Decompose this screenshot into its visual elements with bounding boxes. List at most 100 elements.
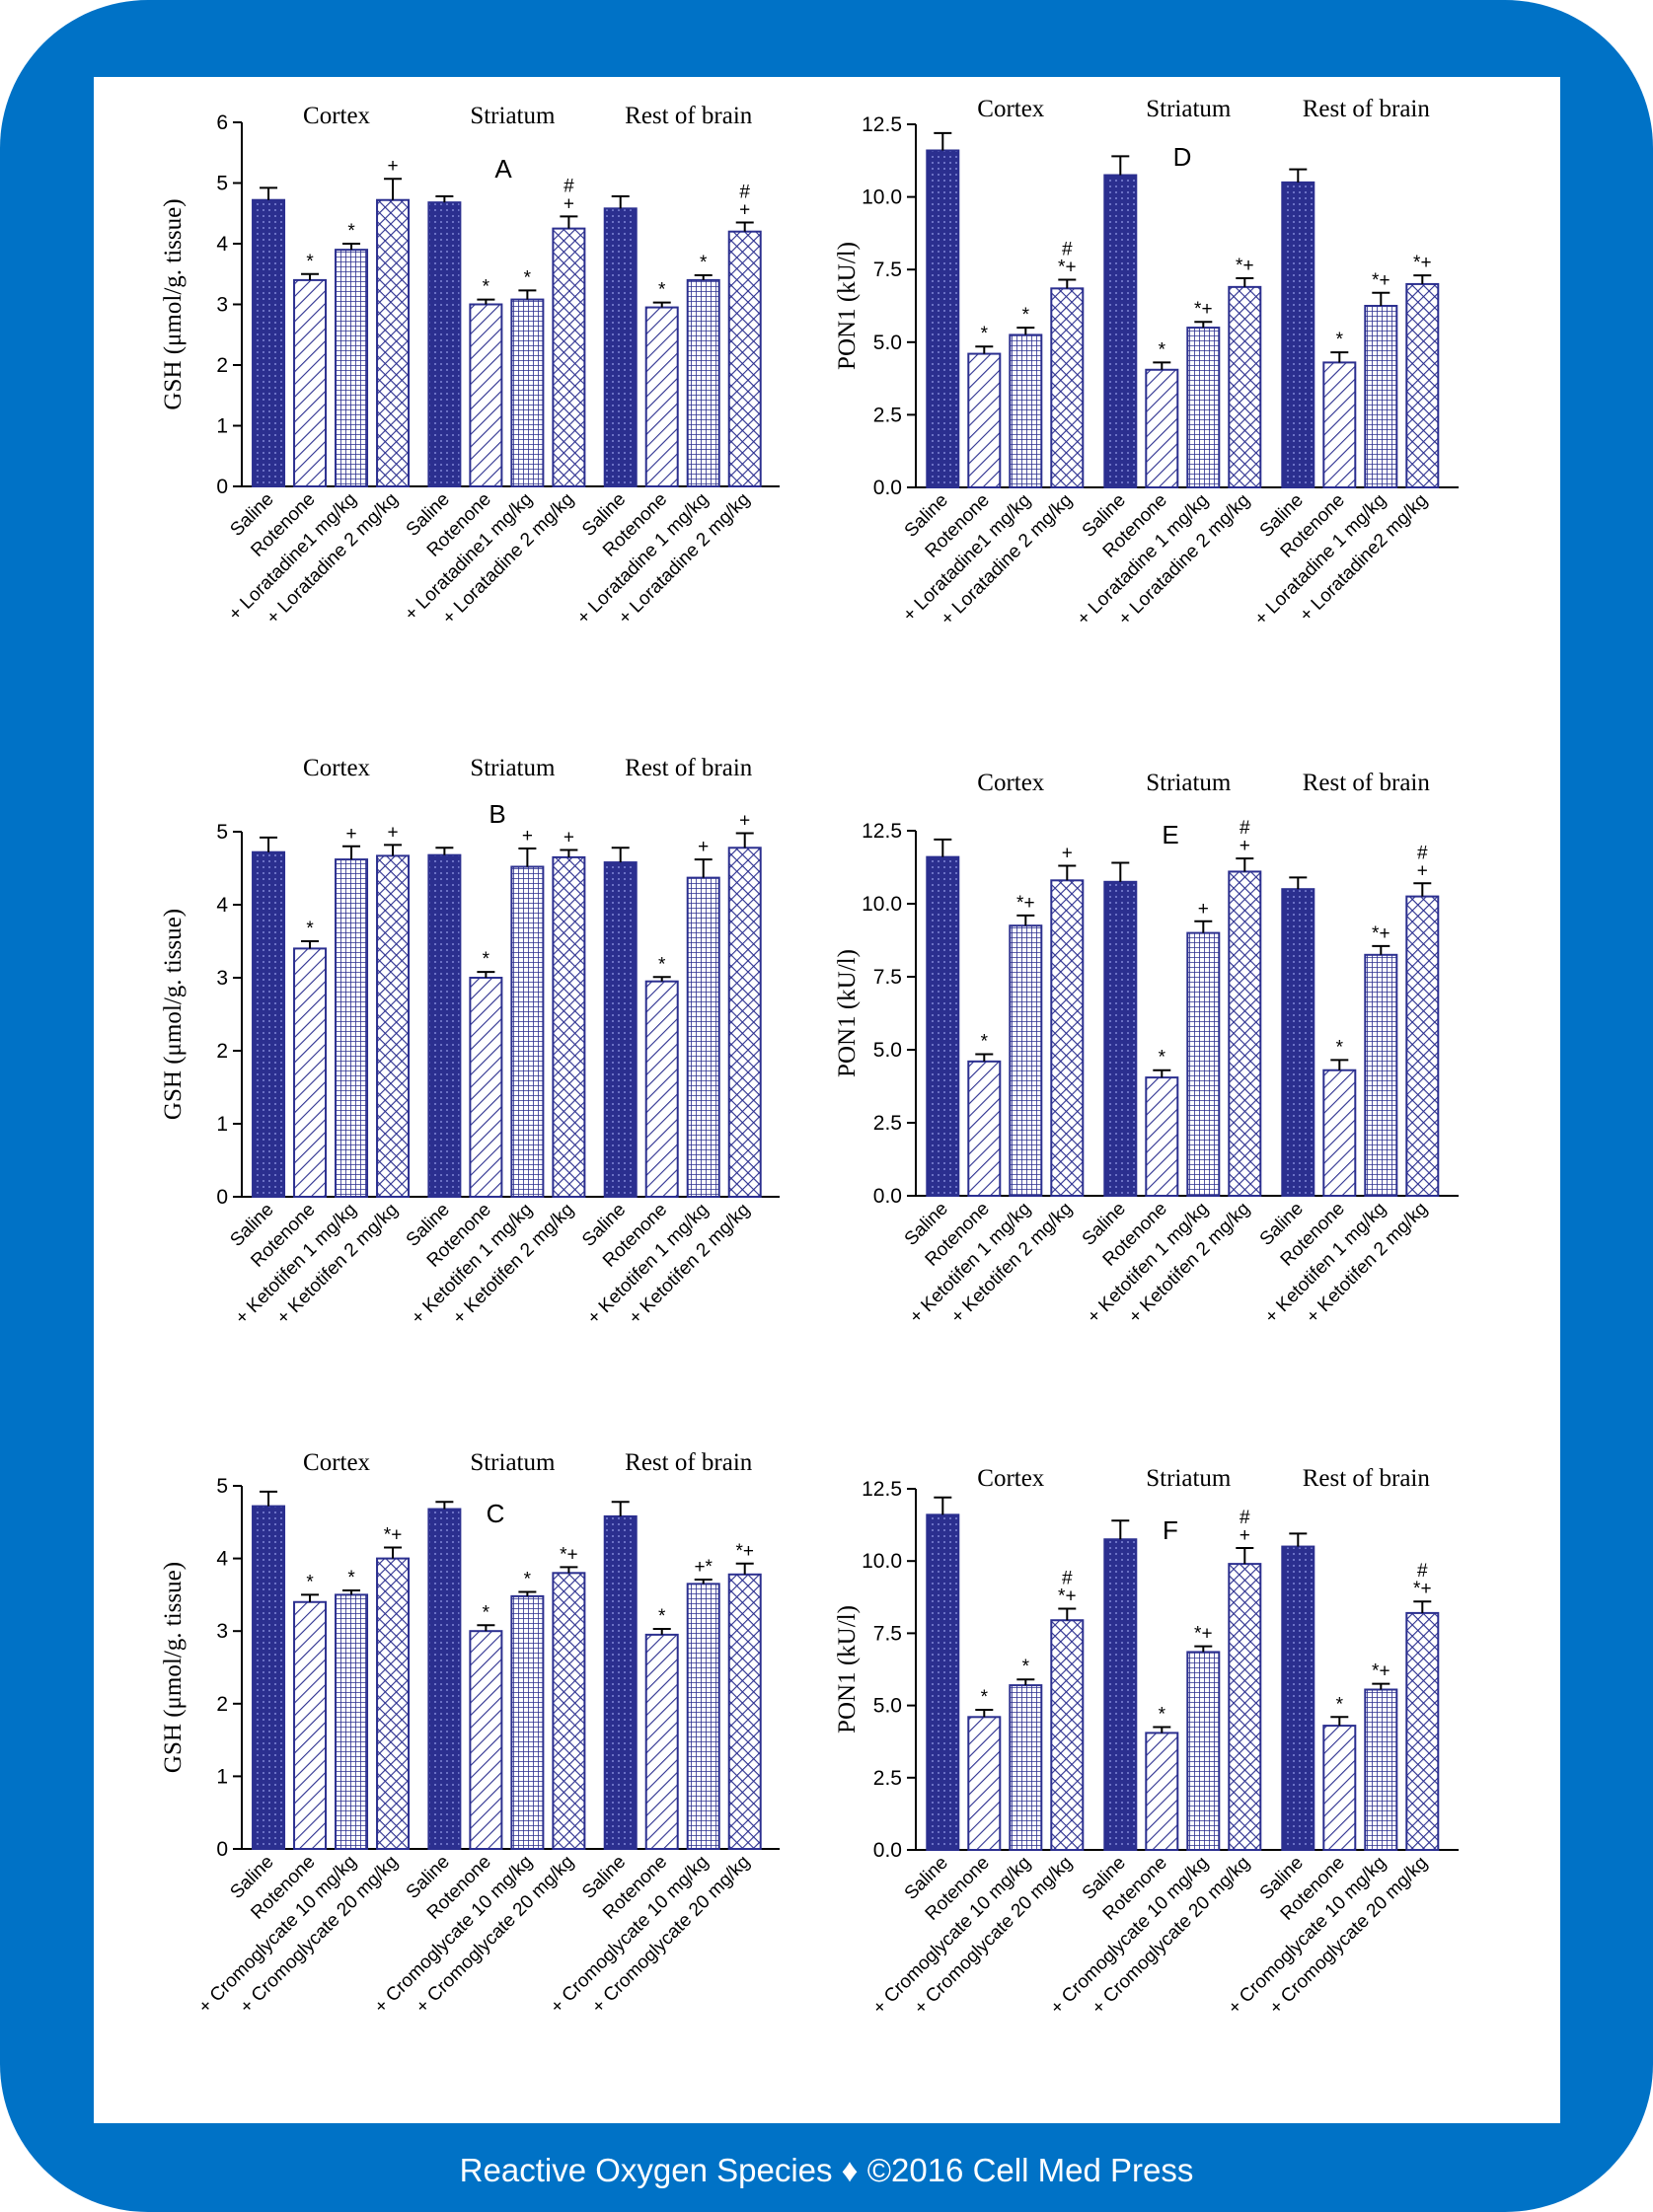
bar bbox=[603, 207, 638, 488]
y-tick-label: 3 bbox=[216, 1620, 228, 1643]
significance-marker: *+ bbox=[1194, 1624, 1213, 1645]
region-title: Cortex bbox=[303, 103, 371, 129]
significance-marker: + bbox=[1240, 1525, 1250, 1546]
significance-marker: * bbox=[981, 1031, 989, 1052]
y-tick-label: 0.0 bbox=[873, 477, 902, 499]
significance-marker: + bbox=[564, 193, 574, 214]
y-tick-label: 1 bbox=[216, 415, 228, 438]
bar bbox=[1405, 895, 1440, 1197]
y-tick-label: 2.5 bbox=[873, 404, 902, 426]
significance-marker: * bbox=[1336, 1694, 1344, 1715]
significance-marker: * bbox=[483, 277, 490, 298]
significance-marker: * bbox=[1159, 1048, 1166, 1069]
bar bbox=[1050, 879, 1085, 1197]
significance-marker: # bbox=[564, 176, 574, 196]
bar bbox=[552, 227, 586, 487]
bar bbox=[1281, 888, 1315, 1197]
y-tick-label: 2.5 bbox=[873, 1112, 902, 1135]
significance-marker: # bbox=[1417, 1561, 1428, 1582]
significance-marker: * bbox=[1159, 339, 1166, 360]
significance-marker: * bbox=[658, 1606, 666, 1627]
significance-marker: *+ bbox=[1016, 893, 1035, 914]
significance-marker: *+ bbox=[1372, 1661, 1390, 1682]
significance-marker: * bbox=[981, 1687, 989, 1708]
bar bbox=[1322, 361, 1357, 488]
bar bbox=[1009, 333, 1043, 488]
y-axis-title: PON1 (kU/l) bbox=[834, 1605, 861, 1733]
footer-citation: Reactive Oxygen Species ♦ ©2016 Cell Med… bbox=[459, 2152, 1194, 2188]
region-title: Striatum bbox=[1146, 96, 1232, 122]
bar bbox=[926, 149, 960, 488]
bar bbox=[1050, 287, 1085, 488]
significance-marker: * bbox=[700, 253, 708, 273]
y-tick-label: 10.0 bbox=[862, 893, 902, 916]
bar bbox=[1281, 1545, 1315, 1852]
significance-marker: *+ bbox=[1372, 923, 1390, 944]
significance-marker: * bbox=[1336, 1037, 1344, 1058]
y-tick-label: 2 bbox=[216, 1693, 228, 1716]
bar bbox=[644, 1633, 679, 1850]
bar bbox=[1405, 282, 1440, 489]
significance-marker: + bbox=[698, 837, 709, 857]
region-title: Rest of brain bbox=[625, 755, 753, 781]
region-title: Cortex bbox=[303, 755, 371, 781]
category-label: + Cromoglycate 10 mg/kg bbox=[1047, 1853, 1213, 2019]
significance-marker: *+ bbox=[1058, 1586, 1077, 1607]
bar bbox=[252, 198, 286, 487]
bar bbox=[335, 249, 369, 487]
y-tick-label: 3 bbox=[216, 967, 228, 990]
bar bbox=[293, 278, 328, 487]
bar bbox=[1186, 931, 1221, 1197]
significance-marker: * bbox=[1022, 305, 1030, 326]
bar bbox=[376, 854, 411, 1198]
panel-letter: B bbox=[488, 799, 505, 829]
region-title: Striatum bbox=[1146, 770, 1232, 796]
y-tick-label: 4 bbox=[216, 233, 228, 256]
y-tick-label: 4 bbox=[216, 894, 228, 917]
bar bbox=[335, 858, 369, 1198]
bar bbox=[967, 1060, 1002, 1197]
bar bbox=[335, 1593, 369, 1851]
significance-marker: * bbox=[981, 324, 989, 344]
bar bbox=[1364, 953, 1398, 1197]
bar bbox=[686, 1583, 720, 1850]
significance-marker: *+ bbox=[1236, 256, 1254, 276]
bar bbox=[727, 1573, 762, 1850]
y-tick-label: 5.0 bbox=[873, 1039, 902, 1062]
significance-marker: * bbox=[1022, 1657, 1030, 1677]
bar bbox=[469, 977, 503, 1198]
bar bbox=[293, 1600, 328, 1851]
significance-marker: + bbox=[1417, 860, 1428, 881]
category-label: + Cromoglycate 10 mg/kg bbox=[371, 1852, 537, 2018]
significance-marker: * bbox=[483, 949, 490, 970]
bar bbox=[1364, 305, 1398, 488]
significance-marker: * bbox=[524, 267, 532, 288]
bar bbox=[686, 278, 720, 487]
significance-marker: # bbox=[1062, 1569, 1073, 1589]
y-tick-label: 5.0 bbox=[873, 1695, 902, 1718]
y-tick-label: 12.5 bbox=[862, 113, 902, 136]
region-title: Rest of brain bbox=[625, 103, 753, 129]
significance-marker: # bbox=[739, 182, 750, 202]
category-label: + Cromoglycate 10 mg/kg bbox=[869, 1853, 1035, 2019]
significance-marker: # bbox=[1240, 818, 1250, 839]
bar bbox=[293, 947, 328, 1199]
bar bbox=[1364, 1688, 1398, 1851]
bar bbox=[1103, 1538, 1138, 1851]
bar bbox=[1228, 870, 1262, 1197]
significance-marker: + bbox=[1240, 836, 1250, 856]
significance-marker: + bbox=[345, 824, 356, 845]
panel-letter: F bbox=[1163, 1515, 1178, 1545]
significance-marker: + bbox=[1062, 844, 1073, 864]
bar bbox=[1009, 1684, 1043, 1851]
region-title: Rest of brain bbox=[1303, 96, 1431, 122]
y-axis-title: GSH (μmol/g. tissue) bbox=[160, 909, 187, 1120]
significance-marker: *+ bbox=[1413, 1579, 1432, 1599]
y-tick-label: 2 bbox=[216, 1040, 228, 1063]
y-tick-label: 10.0 bbox=[862, 1550, 902, 1573]
region-title: Cortex bbox=[977, 1465, 1045, 1492]
bar bbox=[427, 853, 462, 1198]
